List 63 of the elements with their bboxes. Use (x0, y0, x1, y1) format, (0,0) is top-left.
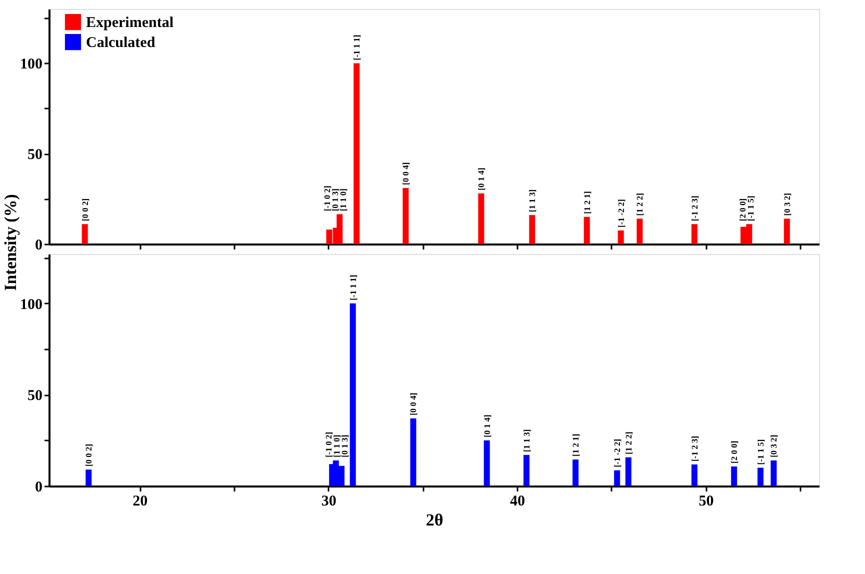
data-label: [1 1 3] (521, 429, 532, 452)
bar (354, 63, 360, 244)
bar (523, 454, 530, 486)
y-tick-label: 50 (28, 147, 42, 164)
y-tick-label: 0 (35, 480, 42, 496)
data-label: [1 2 2] (623, 431, 634, 454)
bar (572, 460, 579, 486)
bar (478, 193, 484, 244)
x-tick-label: 20 (132, 494, 148, 510)
data-label: [-1 1 1] (348, 274, 358, 300)
bar (86, 470, 92, 486)
data-label: [1 1 3] (527, 189, 538, 212)
legend-label: Experimental (86, 15, 174, 31)
bar (336, 214, 343, 244)
data-label: [1 2 1] (582, 191, 592, 214)
data-label: [0 0 2] (84, 444, 94, 467)
y-tick-label: 50 (28, 388, 42, 404)
x-tick-label: 30 (321, 494, 336, 510)
data-label: [0 1 4] (476, 168, 486, 190)
data-label: [2 0 0] (737, 198, 748, 222)
data-label: [-1 1 1] (352, 34, 362, 60)
data-label: [0 3 2] (782, 192, 792, 216)
bar (784, 218, 790, 244)
data-label: [0 0 4] (408, 392, 418, 416)
legend-label: Calculated (86, 35, 156, 51)
y-tick-label: 0 (35, 238, 42, 254)
bar (402, 188, 409, 244)
data-label: [2 0 0] (729, 440, 740, 464)
data-label: [-1 -2 2] (612, 438, 622, 468)
bar (731, 466, 738, 486)
x-tick-label: 40 (510, 494, 526, 510)
bar (584, 216, 590, 244)
bar (410, 418, 416, 486)
bar (529, 215, 536, 244)
data-label: [-1 0 2] (323, 432, 334, 458)
bar (770, 460, 777, 486)
data-label: [0 1 4] (482, 414, 492, 438)
bar (484, 440, 490, 486)
bar (350, 303, 356, 486)
bar (614, 470, 620, 486)
data-label: [-1 2 3] (689, 195, 700, 222)
bar (636, 218, 643, 244)
data-label: [0 0 2] (80, 198, 90, 222)
data-label: [0 0 4] (400, 162, 411, 185)
x-axis-title: 2θ (426, 510, 444, 530)
data-label: [-1 0 2] (322, 186, 332, 212)
y-axis-title: Intensity (%) (1, 194, 20, 291)
bar (691, 224, 698, 244)
bar (691, 464, 698, 486)
y-tick-label: 100 (20, 56, 42, 73)
y-tick-label: 100 (20, 296, 42, 313)
x-tick-label: 50 (698, 494, 714, 510)
data-label: [-1 1 5] (755, 439, 766, 465)
data-label: [1 2 1] (570, 434, 581, 457)
bar (625, 457, 632, 486)
bar (326, 230, 332, 244)
data-label: [1 2 2] (634, 192, 645, 216)
bar (82, 224, 88, 244)
data-label: [-1 2 3] (689, 436, 700, 462)
bar (618, 230, 624, 244)
bar (757, 468, 764, 486)
data-label: [0 3 2] (768, 434, 779, 458)
data-label: [-1 -2 2] (616, 198, 626, 228)
